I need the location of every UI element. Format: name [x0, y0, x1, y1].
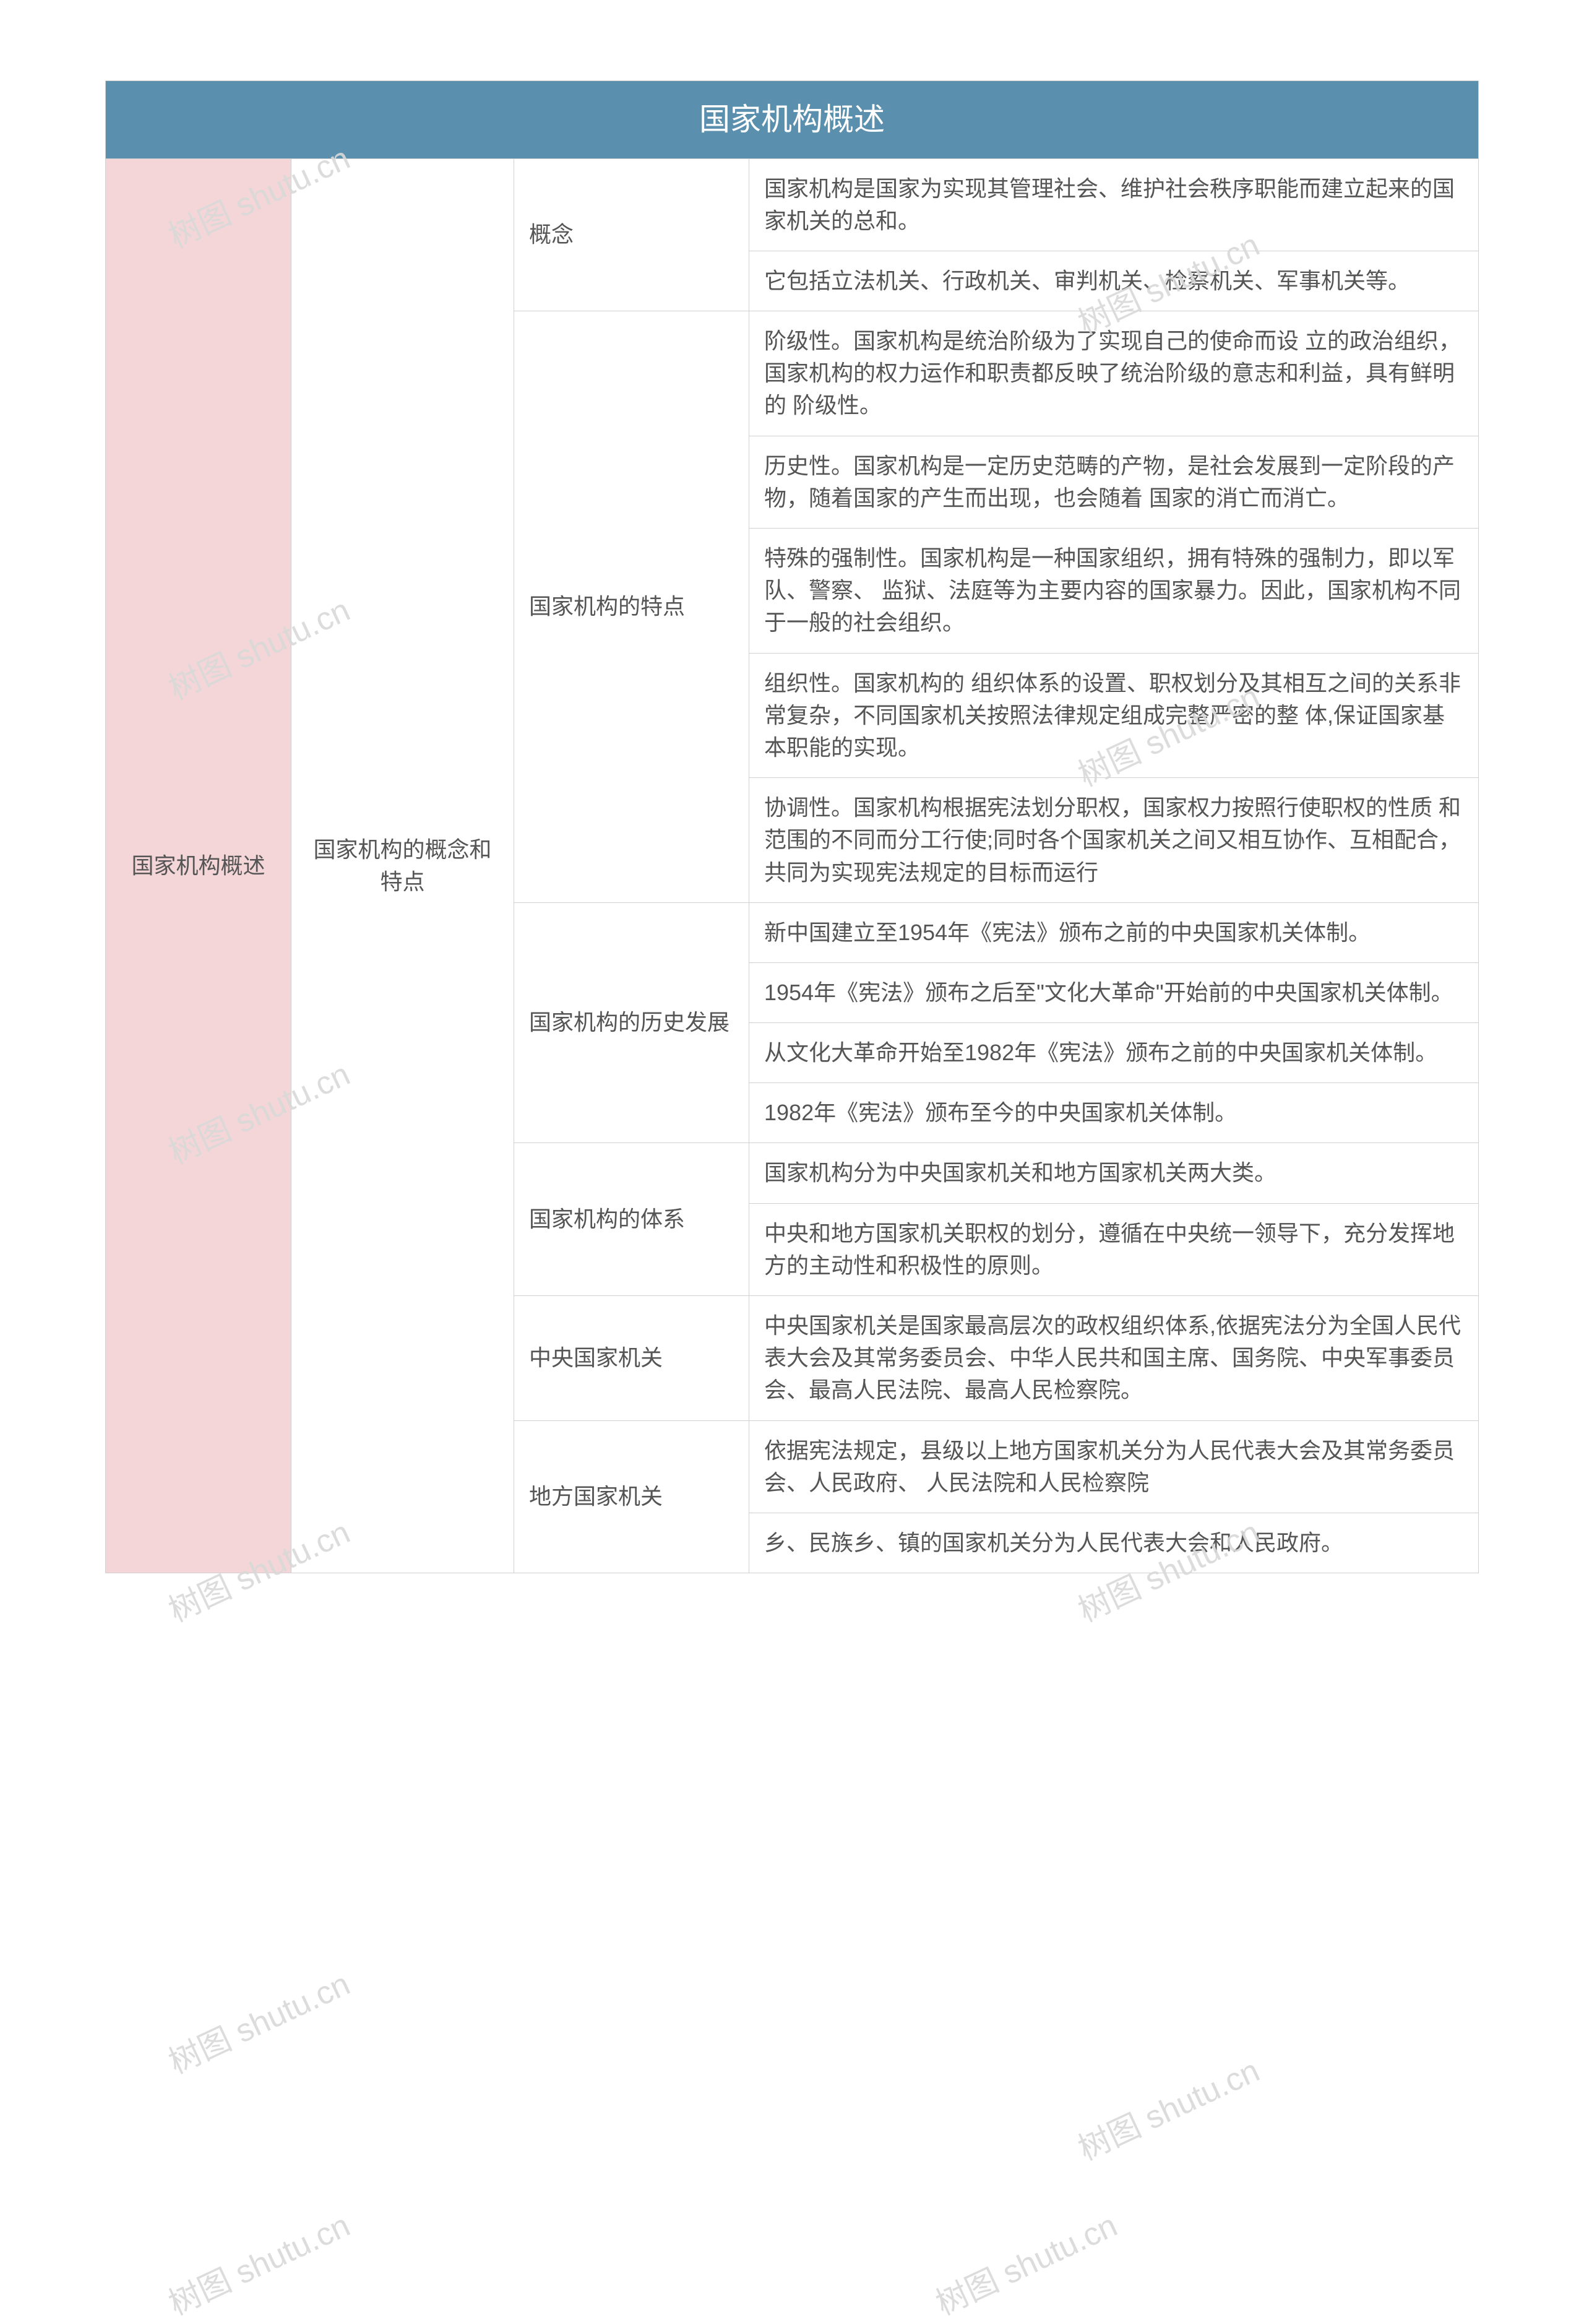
item-cell: 1954年《宪法》颁布之后至"文化大革命"开始前的中央国家机关体制。	[749, 962, 1479, 1022]
item-cell: 乡、民族乡、镇的国家机关分为人民代表大会和人民政府。	[749, 1513, 1479, 1573]
outline-table: 国家机构概述 国家机构概述 国家机构的概念和特点 概念 国家机构是国家为实现其管…	[105, 80, 1479, 1573]
table-header: 国家机构概述	[106, 81, 1479, 159]
section-label: 国家机构的特点	[514, 311, 749, 903]
item-cell: 依据宪法规定，县级以上地方国家机关分为人民代表大会及其常务委员会、人民政府、 人…	[749, 1420, 1479, 1513]
item-cell: 1982年《宪法》颁布至今的中央国家机关体制。	[749, 1083, 1479, 1143]
item-cell: 特殊的强制性。国家机构是一种国家组织，拥有特殊的强制力，即以军队、警察、 监狱、…	[749, 529, 1479, 654]
section-label: 概念	[514, 158, 749, 311]
item-cell: 协调性。国家机构根据宪法划分职权，国家权力按照行使职权的性质 和范围的不同而分工…	[749, 778, 1479, 903]
item-cell: 阶级性。国家机构是统治阶级为了实现自己的使命而设 立的政治组织，国家机构的权力运…	[749, 311, 1479, 436]
item-cell: 组织性。国家机构的 组织体系的设置、职权划分及其相互之间的关系非常复杂，不同国家…	[749, 653, 1479, 778]
section-label: 国家机构的历史发展	[514, 902, 749, 1143]
item-cell: 新中国建立至1954年《宪法》颁布之前的中央国家机关体制。	[749, 902, 1479, 962]
item-cell: 它包括立法机关、行政机关、审判机关、检察机关、军事机关等。	[749, 251, 1479, 311]
watermark-text: 树图 shutu.cn	[1069, 2045, 1265, 2169]
root-cell: 国家机构概述	[106, 158, 291, 1573]
item-cell: 国家机构分为中央国家机关和地方国家机关两大类。	[749, 1143, 1479, 1203]
watermark-text: 树图 shutu.cn	[160, 1958, 356, 2083]
item-cell: 中央国家机关是国家最高层次的政权组织体系,依据宪法分为全国人民代表大会及其常务委…	[749, 1296, 1479, 1421]
level2-cell: 国家机构的概念和特点	[291, 158, 514, 1573]
section-label: 中央国家机关	[514, 1296, 749, 1421]
item-cell: 历史性。国家机构是一定历史范畴的产物，是社会发展到一定阶段的产物，随着国家的产生…	[749, 436, 1479, 528]
watermark-text: 树图 shutu.cn	[927, 2200, 1123, 2324]
item-cell: 国家机构是国家为实现其管理社会、维护社会秩序职能而建立起来的国家机关的总和。	[749, 158, 1479, 251]
item-cell: 中央和地方国家机关职权的划分，遵循在中央统一领导下，充分发挥地方的主动性和积极性…	[749, 1203, 1479, 1295]
section-label: 地方国家机关	[514, 1420, 749, 1573]
section-label: 国家机构的体系	[514, 1143, 749, 1296]
watermark-text: 树图 shutu.cn	[160, 2200, 356, 2324]
item-cell: 从文化大革命开始至1982年《宪法》颁布之前的中央国家机关体制。	[749, 1023, 1479, 1083]
